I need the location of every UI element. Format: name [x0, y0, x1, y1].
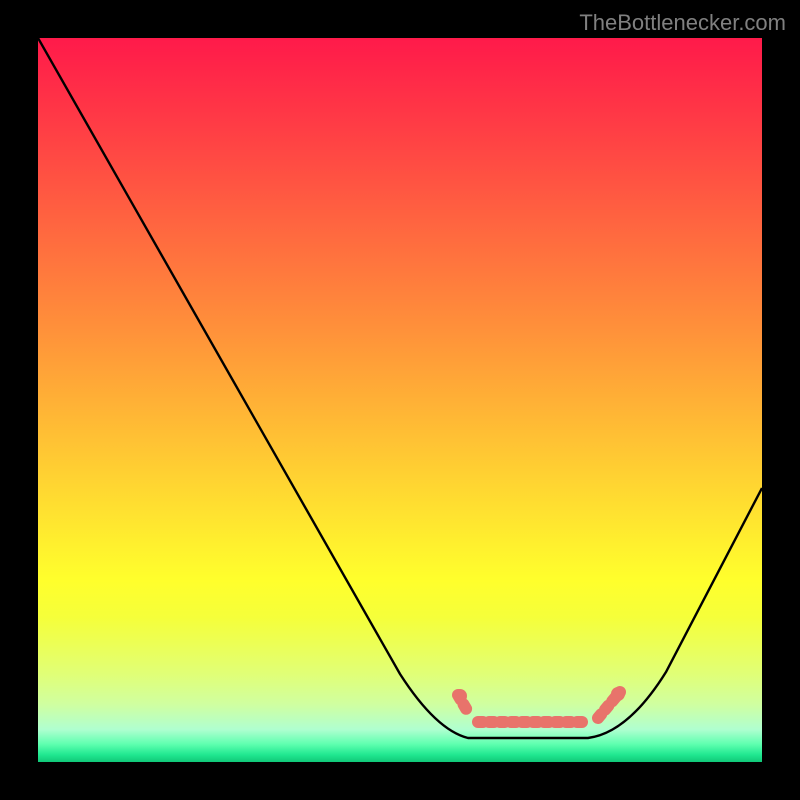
watermark-text: TheBottlenecker.com [579, 10, 786, 36]
chart-container [38, 38, 762, 762]
gradient-background [38, 38, 762, 762]
